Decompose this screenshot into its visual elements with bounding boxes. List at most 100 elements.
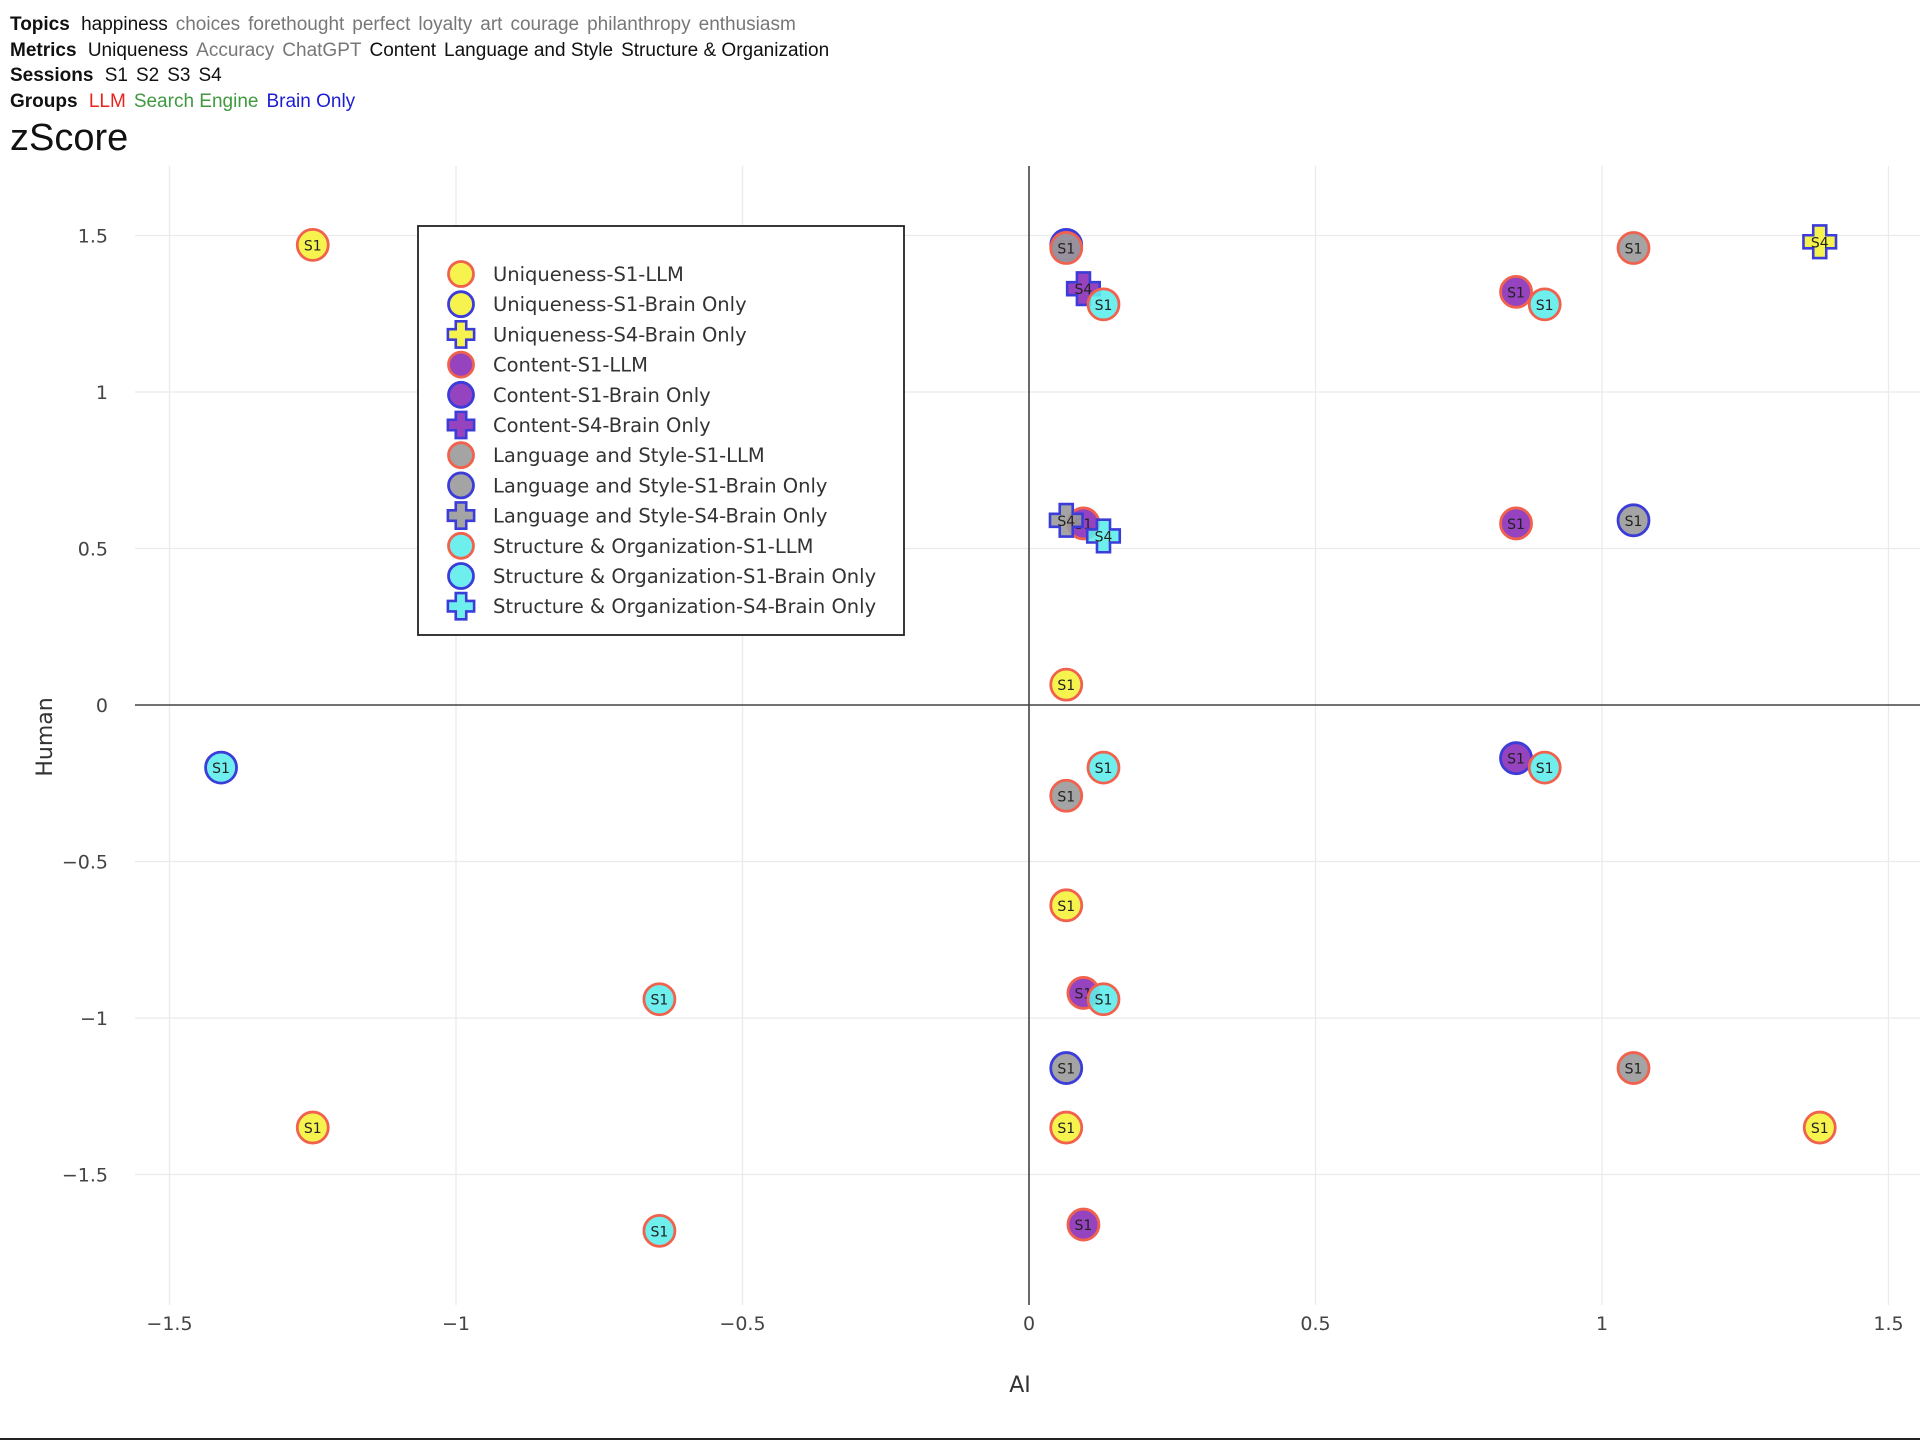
sessions-filter-s2[interactable]: S2 xyxy=(135,65,160,86)
sessions-filter-s1[interactable]: S1 xyxy=(104,65,128,86)
legend-marker[interactable] xyxy=(447,350,475,379)
axes: −1.5 −1 −0.5 0 0.5 1 1.5 1.5 1 0.5 0 −0.5 −1 −1.5 xyxy=(62,166,1920,1335)
point-label: S4 xyxy=(1075,282,1093,298)
legend-entry[interactable]: Language and Style-S1-Brain Only xyxy=(493,474,827,497)
legend-entry[interactable]: Uniqueness-S1-Brain Only xyxy=(493,293,747,316)
legend-marker[interactable] xyxy=(447,531,475,560)
legend-marker[interactable] xyxy=(447,290,475,319)
legend-box xyxy=(417,225,905,636)
metrics-filter-label: Metrics xyxy=(10,39,77,61)
scatter-point[interactable] xyxy=(1616,231,1651,265)
legend-marker[interactable] xyxy=(446,591,476,621)
metrics-filter-uniqueness[interactable]: Uniqueness xyxy=(87,39,189,61)
legend-marker[interactable] xyxy=(446,410,476,440)
scatter-point[interactable] xyxy=(1086,982,1121,1017)
point-label: S4 xyxy=(1811,235,1829,251)
topics-filter-happiness[interactable]: happiness xyxy=(81,14,168,35)
point-label: S4 xyxy=(1095,529,1113,545)
scatter-point[interactable] xyxy=(1527,750,1562,785)
scatter-point[interactable] xyxy=(1049,1051,1084,1085)
scatter-point[interactable] xyxy=(1049,888,1084,923)
scatter-point[interactable] xyxy=(1049,231,1084,265)
scatter-point[interactable] xyxy=(1802,1110,1837,1145)
groups-filter-row: Groups LLM Search Engine Brain Only xyxy=(10,89,837,115)
point-label: S1 xyxy=(1625,242,1643,258)
topics-filter-forethought[interactable]: forethought xyxy=(248,14,345,35)
legend-entry[interactable]: Content-S1-Brain Only xyxy=(493,384,711,407)
scatter-point[interactable] xyxy=(642,982,677,1017)
point-label: S1 xyxy=(1507,752,1525,768)
point-label: S1 xyxy=(651,1224,669,1240)
legend-entry[interactable]: Language and Style-S1-LLM xyxy=(493,444,765,467)
scatter-point[interactable] xyxy=(642,1213,677,1248)
legend-marker[interactable] xyxy=(447,471,475,500)
scatter-point[interactable] xyxy=(1499,274,1533,309)
scatter-point[interactable] xyxy=(1086,287,1121,322)
scatter-point[interactable] xyxy=(295,1110,330,1145)
scatter-point[interactable] xyxy=(1049,667,1084,702)
point-label: S1 xyxy=(1057,1121,1075,1137)
legend-entry[interactable]: Language and Style-S4-Brain Only xyxy=(493,505,827,528)
groups-filter-label: Groups xyxy=(10,90,78,112)
legend-marker[interactable] xyxy=(447,260,475,288)
legend-marker[interactable] xyxy=(447,380,475,409)
legend-entry[interactable]: Structure & Organization-S1-Brain Only xyxy=(493,565,876,588)
point-label: S1 xyxy=(1075,1218,1093,1234)
x-tick-label: 1.5 xyxy=(1873,1313,1903,1335)
scatter-point[interactable] xyxy=(1049,778,1084,813)
scatter-point[interactable] xyxy=(1086,750,1121,785)
topics-filter-loyalty[interactable]: loyalty xyxy=(418,14,473,35)
scatter-point[interactable] xyxy=(1616,1051,1651,1085)
sessions-filter-s4[interactable]: S4 xyxy=(198,65,222,86)
point-label: S1 xyxy=(1095,993,1113,1009)
topics-filter-enthusiasm[interactable]: enthusiasm xyxy=(698,14,796,35)
point-label: S1 xyxy=(1625,514,1643,530)
metrics-filter-accuracy[interactable]: Accuracy xyxy=(196,39,275,61)
x-axis-label: AI xyxy=(1009,1373,1031,1398)
legend-marker[interactable] xyxy=(447,562,475,590)
legend-marker[interactable] xyxy=(446,501,476,531)
legend-entry[interactable]: Uniqueness-S1-LLM xyxy=(493,263,684,286)
topics-filter-philanthropy[interactable]: philanthropy xyxy=(587,14,691,35)
sessions-filter-s3[interactable]: S3 xyxy=(167,65,191,86)
topics-filter-items: happiness choices forethought perfect loyalt… xyxy=(81,14,804,35)
point-label: S4 xyxy=(1057,514,1075,530)
legend-marker[interactable] xyxy=(446,319,476,349)
chart-title: zScore xyxy=(10,117,129,159)
topics-filter-art[interactable]: art xyxy=(480,14,503,35)
topics-filter-perfect[interactable]: perfect xyxy=(352,14,411,35)
groups-filter-llm[interactable]: LLM xyxy=(88,90,126,112)
legend-entry[interactable]: Structure & Organization-S4-Brain Only xyxy=(493,595,876,618)
scatter-point[interactable] xyxy=(1048,502,1084,538)
metrics-filter-chatgpt[interactable]: ChatGPT xyxy=(282,39,362,61)
scatter-point[interactable] xyxy=(295,227,330,262)
scatter-point[interactable] xyxy=(1049,1110,1084,1145)
groups-filter-search-engine[interactable]: Search Engine xyxy=(133,90,259,112)
y-tick-label: −1 xyxy=(80,1008,108,1030)
topics-filter-choices[interactable]: choices xyxy=(175,14,241,35)
data-points: S1S1S1S1S1S1S4S1S1S1S1S1S1S1S4S1S1S1S1S1… xyxy=(204,224,1838,1248)
legend-entry[interactable]: Content-S1-LLM xyxy=(493,354,648,377)
scatter-point[interactable] xyxy=(1066,1207,1101,1242)
metrics-filter-content[interactable]: Content xyxy=(369,39,437,61)
legend-marker[interactable] xyxy=(447,441,475,470)
scatter-point[interactable] xyxy=(1499,506,1533,541)
legend-entry[interactable]: Uniqueness-S4-Brain Only xyxy=(493,323,747,346)
legend-entry[interactable]: Structure & Organization-S1-LLM xyxy=(493,535,813,558)
point-label: S1 xyxy=(1057,242,1075,258)
topics-filter-courage[interactable]: courage xyxy=(510,14,580,35)
scatter-point[interactable] xyxy=(1616,503,1651,538)
metrics-filter-items: Uniqueness Accuracy ChatGPT Content Language… xyxy=(88,40,837,61)
scatter-point[interactable] xyxy=(1085,518,1122,554)
metrics-filter-structure-and-organization[interactable]: Structure & Organization xyxy=(621,39,830,61)
metrics-filter-language-and-style[interactable]: Language and Style xyxy=(444,39,614,61)
scatter-point[interactable] xyxy=(1802,224,1838,260)
legend: Uniqueness-S1-LLM Uniqueness-S1-Brain Onl… xyxy=(417,225,905,636)
groups-filter-brain-only[interactable]: Brain Only xyxy=(266,90,356,112)
legend-entry[interactable]: Content-S4-Brain Only xyxy=(493,414,711,437)
scatter-point[interactable] xyxy=(1527,287,1562,322)
scatter-point[interactable] xyxy=(204,750,238,785)
point-label: S1 xyxy=(1057,678,1075,694)
bottom-divider xyxy=(0,1438,1920,1440)
